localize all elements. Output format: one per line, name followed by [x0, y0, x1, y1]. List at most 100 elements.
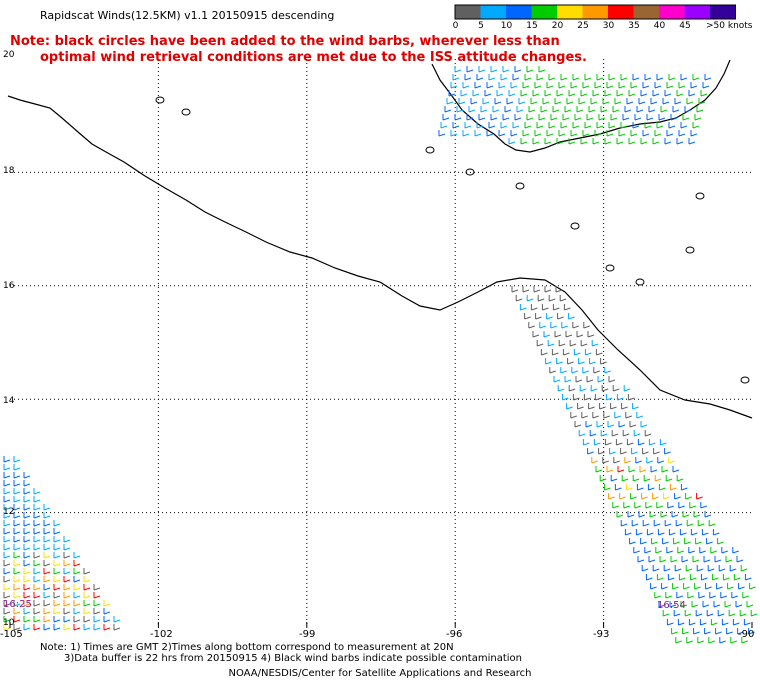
wind-barb — [664, 448, 671, 455]
wind-barb — [659, 439, 667, 446]
wind-barb — [584, 122, 592, 129]
wind-barb — [23, 512, 31, 519]
wind-barb — [616, 90, 624, 97]
wind-barb — [33, 624, 41, 631]
wind-barb — [548, 122, 556, 129]
legend-label: 10 — [500, 21, 513, 31]
wind-barb — [624, 457, 631, 464]
wind-barb — [547, 340, 555, 347]
wind-barb — [613, 457, 620, 464]
wind-barb — [673, 610, 681, 617]
wind-barb — [637, 556, 645, 563]
wind-barb — [498, 130, 506, 137]
wind-barb — [3, 544, 11, 551]
wind-barb — [53, 520, 61, 527]
wind-barb — [632, 475, 640, 482]
wind-barb — [732, 619, 740, 626]
wind-barb — [83, 576, 91, 583]
wind-barb — [43, 504, 51, 511]
wind-barb — [448, 90, 456, 97]
wind-barb — [552, 304, 560, 311]
wind-barb — [579, 385, 587, 392]
wind-barb — [3, 568, 11, 575]
wind-barb — [13, 480, 21, 487]
wind-barb — [500, 122, 508, 129]
wind-barb — [33, 520, 41, 527]
wind-barb — [626, 98, 634, 105]
wind-barb — [683, 583, 690, 590]
wind-barb — [23, 616, 31, 623]
wind-barb — [63, 624, 71, 631]
wind-barb — [654, 130, 662, 137]
wind-barb — [690, 529, 698, 536]
wind-barb — [709, 592, 716, 599]
wind-barb — [686, 520, 694, 527]
wind-barb — [565, 331, 573, 338]
wind-barb — [23, 592, 31, 599]
wind-barb — [83, 624, 91, 631]
wind-barb — [718, 565, 726, 572]
wind-barb — [568, 313, 575, 320]
wind-barb — [592, 138, 600, 145]
wind-barb — [3, 592, 11, 599]
wind-barb — [512, 74, 520, 81]
wind-barb — [620, 448, 627, 455]
wind-barb — [624, 106, 632, 113]
wind-barb — [728, 610, 736, 617]
wind-barb — [638, 511, 646, 518]
wind-barb — [442, 114, 450, 121]
wind-barb — [572, 122, 580, 129]
wind-barb — [657, 529, 665, 536]
wind-barb — [633, 547, 640, 554]
wind-barb — [590, 98, 598, 105]
legend-swatch — [608, 5, 634, 19]
wind-barb — [13, 472, 21, 479]
wind-barb — [113, 624, 121, 631]
wind-barb — [63, 576, 71, 583]
wind-barb — [520, 138, 528, 145]
wind-barb — [568, 90, 576, 97]
wind-barb — [594, 82, 602, 89]
wind-barb — [587, 331, 595, 338]
legend-swatch — [557, 5, 583, 19]
wind-barb — [704, 74, 712, 81]
wind-barb — [518, 98, 526, 105]
wind-barb — [554, 331, 562, 338]
wind-barb — [526, 114, 534, 121]
wind-barb — [73, 584, 81, 591]
wind-barb — [562, 349, 570, 356]
wind-barb — [692, 74, 700, 81]
wind-barb — [646, 114, 654, 121]
wind-barb — [533, 286, 541, 293]
wind-barb — [668, 122, 676, 129]
wind-barb — [652, 138, 660, 145]
wind-barb — [640, 138, 648, 145]
wind-barb — [546, 313, 553, 320]
wind-barb — [630, 493, 637, 500]
wind-barb — [584, 74, 592, 81]
wind-barb — [612, 385, 620, 392]
wind-barb — [612, 502, 619, 509]
wind-barb — [608, 493, 615, 500]
wind-barb — [53, 568, 61, 575]
wind-barb — [556, 358, 563, 365]
wind-barb — [561, 322, 568, 329]
wind-barb — [23, 600, 31, 607]
wind-barb — [670, 114, 678, 121]
wind-barb — [629, 538, 636, 545]
wind-barb — [464, 74, 472, 81]
wind-barb — [492, 106, 500, 113]
wind-barb — [53, 576, 61, 583]
wind-barb — [612, 106, 620, 113]
wind-barb — [566, 98, 574, 105]
wind-barb — [608, 74, 616, 81]
wind-barb — [666, 130, 674, 137]
wind-barb — [3, 504, 11, 511]
wind-barb — [524, 74, 532, 81]
wind-barb — [554, 98, 562, 105]
wind-barb — [494, 98, 502, 105]
wind-barb — [605, 394, 613, 401]
legend-frame — [454, 4, 736, 20]
wind-barb — [552, 106, 560, 113]
